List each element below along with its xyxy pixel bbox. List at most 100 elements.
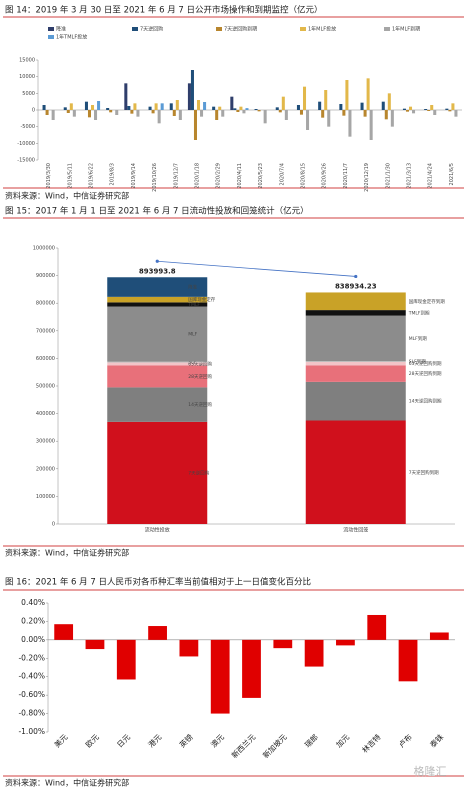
bar [303, 86, 307, 110]
bar [345, 80, 349, 110]
y-tick-label: 600000 [36, 356, 55, 362]
x-tick-label: 2019/6/22 [89, 163, 95, 189]
bar [127, 106, 131, 110]
bar [148, 106, 152, 110]
figure-title: 图 14：2019 年 3 月 30 日至 2021 年 6 月 7 日公开市场… [5, 5, 323, 16]
bar [154, 103, 158, 110]
bar-segment [107, 387, 208, 422]
bar [327, 110, 331, 127]
bar [51, 110, 55, 120]
segment-label: 国库现金定存 [188, 296, 215, 303]
y-tick-label: -0.80% [18, 709, 45, 718]
bar [239, 106, 243, 110]
y-tick-label: 5000 [22, 91, 35, 97]
bar [409, 106, 413, 110]
segment-label: 14天逆回购 [188, 401, 212, 408]
bar [402, 108, 406, 110]
bar [85, 639, 105, 650]
bar [115, 110, 119, 115]
bar [306, 110, 310, 130]
y-tick-label: 700000 [36, 328, 55, 334]
y-tick-label: -0.20% [18, 653, 45, 662]
x-tick-label: 2021/4/24 [428, 163, 434, 189]
x-tick-label: 2020/5/23 [258, 163, 264, 189]
figure-title: 图 15：2017 年 1 月 1 日至 2021 年 6 月 7 日流动性投放… [5, 206, 309, 217]
segment-label: SLF [188, 360, 196, 366]
segment-label: TMLF到期 [408, 309, 430, 316]
bar [398, 639, 418, 682]
bar-segment [305, 361, 406, 366]
bar [342, 110, 346, 116]
x-tick-label: 2019/8/3 [110, 163, 116, 185]
bar-segment [107, 362, 208, 366]
y-tick-label: 0.40% [21, 598, 45, 607]
bar [230, 96, 234, 110]
watermark: 格隆汇 [414, 764, 447, 778]
bar [363, 110, 367, 117]
bar-segment [107, 277, 208, 297]
bar [369, 110, 373, 140]
legend-label: 1年MLF投放 [308, 26, 336, 33]
x-tick-label: 英镑 [177, 731, 195, 749]
segment-label: TMLF [187, 302, 200, 308]
y-tick-label: 400000 [36, 411, 55, 417]
x-tick-label: 2020/9/26 [322, 163, 328, 189]
x-tick-label: 2019/12/7 [173, 163, 179, 189]
bar [63, 107, 67, 110]
x-tick-label: 新加坡元 [260, 731, 289, 760]
bar [42, 105, 46, 110]
x-tick-label: 2020/8/15 [301, 163, 307, 189]
x-tick-label: 2021/6/5 [449, 163, 455, 185]
bar [97, 101, 101, 110]
x-tick-label: 2021/3/13 [407, 163, 413, 189]
x-tick-label: 林吉特 [360, 731, 383, 754]
bar [360, 102, 364, 110]
bar [427, 110, 431, 111]
total-label: 893993.8 [139, 267, 176, 275]
bar [254, 109, 258, 110]
bar [296, 105, 300, 110]
x-tick-label: 2019/5/11 [67, 163, 73, 189]
bar [278, 110, 282, 113]
bar [124, 83, 128, 110]
bar [299, 110, 303, 115]
figure-title: 图 16：2021 年 6 月 7 日人民币对各币种汇率当前值相对于上一日值变化… [5, 577, 311, 588]
segment-label: MLF [188, 332, 197, 338]
bar [136, 110, 140, 117]
x-tick-label: 流动性回笼 [343, 527, 368, 534]
bar [87, 110, 91, 118]
bar [190, 70, 194, 110]
segment-label: 63天逆回购到期 [409, 360, 442, 367]
bar [273, 639, 293, 649]
bar [405, 110, 409, 112]
bar [245, 108, 249, 110]
bar-segment [305, 361, 406, 362]
bar [348, 110, 352, 137]
legend-label: 7天逆回购 [140, 26, 163, 33]
legend-label: 1年TMLF投放 [56, 34, 87, 41]
bar [384, 110, 388, 120]
x-tick-label: 2020/11/7 [343, 163, 349, 189]
bar [324, 90, 328, 110]
y-tick-label: 300000 [36, 439, 55, 445]
y-tick-label: 0 [52, 522, 55, 528]
total-label: 838934.23 [335, 282, 377, 290]
total-dot [354, 274, 358, 279]
y-tick-label: 900000 [36, 273, 55, 279]
segment-label: 7天逆回购 [188, 469, 209, 476]
bar [45, 110, 49, 115]
bar [263, 110, 267, 124]
bar [84, 101, 88, 110]
bar [366, 78, 370, 110]
legend-swatch [48, 27, 54, 31]
bar [66, 110, 70, 113]
y-tick-label: -10000 [17, 141, 35, 147]
bar [172, 110, 176, 116]
bar [130, 110, 134, 114]
y-tick-label: 0.20% [21, 616, 45, 625]
bar [218, 106, 222, 110]
x-tick-label: 卢布 [396, 731, 414, 749]
bar [242, 639, 261, 698]
bar-segment [107, 296, 208, 303]
